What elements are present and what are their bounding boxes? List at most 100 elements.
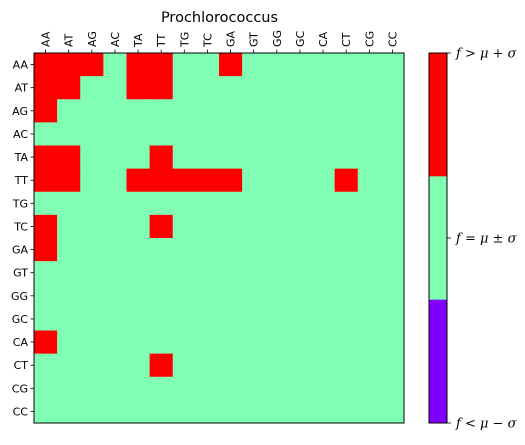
heatmap-cell [380,284,405,308]
heatmap-cell [126,238,151,262]
heatmap-cell [57,145,81,170]
heatmap-cell [103,122,127,146]
heatmap-cell [172,122,197,146]
heatmap-cell [357,353,382,378]
heatmap-cell [34,122,58,146]
x-tick-labels: AA AT AG AC TA TT TG TC GA GT GG GC CA CT CG CC [40,30,399,53]
heatmap-cell [149,307,174,331]
heatmap-cell [288,168,312,193]
heatmap-cell [380,191,405,216]
heatmap-cell [80,122,104,146]
heatmap-cell [334,191,359,216]
y-tick-label: AA [13,59,29,72]
heatmap-cell [103,261,127,285]
heatmap-cell [265,168,289,193]
heatmap-cell [57,284,81,308]
heatmap-cell [149,145,174,170]
heatmap-cell [357,168,382,193]
heatmap-cell [288,307,312,331]
heatmap-cell [195,261,220,285]
heatmap-cell [242,307,266,331]
heatmap-cell [80,261,104,285]
heatmap-cell [80,214,104,239]
heatmap-cell [149,191,174,216]
heatmap-cell [195,284,220,308]
heatmap-cell [80,238,104,262]
x-tick-label: CT [340,32,353,47]
heatmap-cell [311,353,336,378]
heatmap-cell [242,145,266,170]
heatmap-cell [80,284,104,308]
heatmap-cell [149,238,174,262]
heatmap-cell [357,53,382,77]
heatmap-cell [172,353,197,378]
heatmap-cell [57,307,81,331]
heatmap-cell [219,261,243,285]
heatmap-cell [103,399,127,424]
heatmap-cell [288,191,312,216]
heatmap-cell [126,214,151,239]
heatmap-cell [288,214,312,239]
heatmap-cell [219,122,243,146]
heatmap-cell [172,99,197,123]
colorbar-segment [429,299,447,424]
x-tick-label: CC [386,31,399,47]
heatmap-cell [103,191,127,216]
heatmap-cell [149,122,174,146]
heatmap-cell [103,330,127,355]
heatmap-cell [126,76,151,100]
x-tick-label: AC [109,32,122,47]
heatmap-cell [172,168,197,193]
heatmap-cell [265,53,289,77]
heatmap-cell [34,53,58,77]
heatmap-cell [195,214,220,239]
heatmap-cell [195,99,220,123]
heatmap-cell [357,399,382,424]
colorbar: f > μ + σ f = μ ± σ f < μ − σ [428,47,518,432]
heatmap-cell [126,261,151,285]
heatmap-cell [311,376,336,401]
heatmap-cell [80,376,104,401]
heatmap-cell [311,145,336,170]
heatmap-cell [288,399,312,424]
heatmap-cell [219,145,243,170]
heatmap-cell [219,191,243,216]
heatmap-cell [334,99,359,123]
heatmap-cell [172,191,197,216]
heatmap-cell [57,191,81,216]
heatmap-cell [357,145,382,170]
heatmap-cell [357,214,382,239]
heatmap-cell [288,53,312,77]
heatmap-cell [57,76,81,100]
heatmap-cell [334,261,359,285]
heatmap-cell [334,284,359,308]
heatmap-cell [195,76,220,100]
heatmap-cell [311,214,336,239]
heatmap-cell [380,53,405,77]
heatmap-cell [242,284,266,308]
heatmap-cell [34,307,58,331]
heatmap-cell [380,168,405,193]
heatmap-cell [242,238,266,262]
heatmap-cell [265,214,289,239]
heatmap-cell [334,376,359,401]
heatmap-cell [149,261,174,285]
heatmap-cell [219,238,243,262]
heatmap-cell [172,284,197,308]
heatmap-cell [172,53,197,77]
heatmap-cell [149,376,174,401]
heatmap-cell [288,76,312,100]
heatmap-cell [242,330,266,355]
heatmap-cell [57,376,81,401]
heatmap-cell [80,76,104,100]
heatmap-cell [34,238,58,262]
heatmap-cells [34,53,405,424]
heatmap-cell [149,53,174,77]
heatmap-cell [149,168,174,193]
heatmap-cell [126,330,151,355]
heatmap-cell [265,376,289,401]
heatmap-cell [380,214,405,239]
heatmap-cell [334,238,359,262]
heatmap-cell [242,261,266,285]
heatmap-cell [288,376,312,401]
